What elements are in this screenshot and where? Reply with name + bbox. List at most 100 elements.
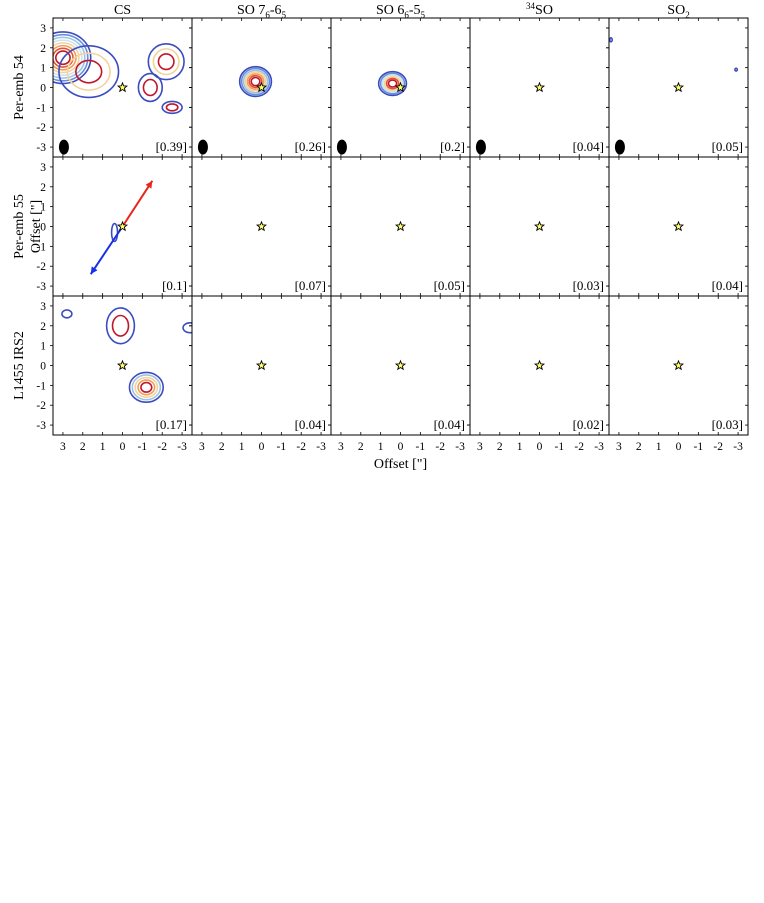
y-tick-label: 0: [40, 83, 46, 95]
contour-blob-4-level-0: [161, 100, 183, 115]
protostar-star-icon: [394, 220, 407, 232]
x-tick-label: -1: [416, 441, 426, 453]
row-title-1: Per-emb 55: [12, 194, 27, 259]
y-tick-label: 3: [40, 301, 46, 313]
x-tick-label: -3: [733, 441, 743, 453]
panel-r1-c1: [0.07]: [189, 156, 332, 297]
contour-blob-0-level-1: [240, 67, 271, 96]
contour-blob-1-level-1: [66, 52, 111, 91]
contour-blob-2-level-0: [147, 43, 185, 81]
x-tick-label: -2: [435, 441, 445, 453]
contour-blob-1-level-3: [137, 379, 156, 396]
contour-blob-0-level-1: [53, 33, 89, 82]
x-tick-label: 1: [239, 441, 245, 453]
peak-label: [0.1]: [162, 278, 187, 293]
peak-label: [0.39]: [156, 139, 187, 154]
protostar-star-icon: [255, 359, 268, 371]
x-tick-label: -1: [555, 441, 565, 453]
protostar-star-icon: [533, 81, 546, 93]
x-tick-label: 3: [60, 441, 66, 453]
protostar-star-icon: [255, 220, 268, 232]
x-tick-label: 2: [80, 441, 86, 453]
contour-blob-3-level-1: [142, 78, 158, 97]
protostar-star-icon: [116, 81, 129, 93]
contour-blob-0-level-6: [53, 47, 74, 68]
contour-blob-0-level-4: [53, 42, 80, 74]
contour-blob-0-level-0: [377, 70, 408, 97]
column-title-4: SO2: [667, 3, 689, 20]
x-tick-label: 2: [219, 441, 225, 453]
contour-blob-0-level-5: [387, 79, 398, 88]
y-tick-label: 2: [40, 182, 46, 194]
protostar-star-icon: [394, 359, 407, 371]
x-tick-label: -1: [277, 441, 287, 453]
x-tick-label: 0: [676, 441, 682, 453]
x-tick-label: -2: [157, 441, 167, 453]
contour-blob-1-level-4: [140, 381, 153, 393]
panel-r1-c0: [0.1] 3 2 1 0 -1 -2 -3: [36, 156, 193, 297]
peak-label: [0.2]: [440, 139, 465, 154]
contour-blob-0-level-3: [244, 71, 267, 92]
peak-label: [0.05]: [712, 139, 743, 154]
x-tick-label: 2: [636, 441, 642, 453]
contour-group: [61, 307, 192, 404]
panel-r0-c2: [0.2]: [328, 17, 471, 158]
contour-blob-0-level-1: [379, 72, 406, 95]
x-tick-label: 1: [378, 441, 384, 453]
panel-r0-c0: [0.39] 3 2 1 0 -1 -2 -3: [36, 17, 193, 158]
x-axis-label: Offset ["]: [374, 457, 427, 472]
x-tick-label: -1: [138, 441, 148, 453]
y-tick-label: -2: [36, 400, 46, 412]
y-tick-label: -2: [36, 122, 46, 134]
contour-blob-1-level-0: [734, 67, 739, 72]
contour-blob-0-level-2: [381, 74, 404, 93]
contour-blob-1-level-1: [131, 374, 162, 401]
peak-label: [0.03]: [712, 417, 743, 432]
x-tick-label: 3: [616, 441, 622, 453]
contour-blob-1-level-2: [75, 59, 103, 84]
outflow-blue-arrow: [89, 225, 124, 275]
y-tick-label: -3: [36, 281, 46, 293]
y-tick-label: 1: [40, 202, 46, 214]
y-axis-label: Offset ["]: [29, 200, 44, 253]
contour-group: [53, 31, 185, 115]
panel-r1-c3: [0.03]: [467, 156, 610, 297]
contour-blob-1-level-2: [134, 376, 159, 398]
contour-blob-0-level-7: [55, 50, 71, 66]
contour-blob-0-level-0: [238, 65, 273, 98]
y-tick-label: 2: [40, 321, 46, 333]
panel-r2-c4: [0.03] 3 2 1 0 -1 -2 -3: [606, 295, 749, 453]
y-tick-label: -2: [36, 261, 46, 273]
peak-label: [0.07]: [295, 278, 326, 293]
protostar-star-icon: [116, 220, 129, 232]
contour-blob-0-level-3: [53, 39, 83, 77]
y-tick-label: -3: [36, 420, 46, 432]
contour-blob-2-level-0: [61, 309, 73, 319]
x-tick-label: 1: [656, 441, 662, 453]
protostar-star-icon: [533, 359, 546, 371]
contour-blob-0-level-6: [250, 76, 261, 87]
protostar-star-icon: [533, 220, 546, 232]
protostar-star-icon: [672, 359, 685, 371]
protostar-star-icon: [394, 81, 407, 93]
outflow-red-arrowhead: [145, 180, 153, 189]
outflow-red-arrow: [121, 180, 154, 228]
contour-blob-2-level-1: [152, 48, 180, 76]
y-tick-label: 2: [40, 43, 46, 55]
contour-blob-0-level-1: [111, 314, 130, 337]
beam-ellipse: [197, 139, 208, 155]
contour-blob-2-level-2: [157, 53, 175, 71]
x-tick-label: 0: [120, 441, 126, 453]
panel-r2-c0: [0.17] 3 2 1 0 -1 -2 -3 3 2 1 0 -1 -2 -3: [36, 295, 193, 453]
x-tick-label: 3: [338, 441, 344, 453]
x-tick-label: -3: [177, 441, 187, 453]
contour-blob-1-level-0: [58, 45, 120, 99]
column-title-2: SO 66-55: [376, 3, 426, 20]
x-tick-label: 0: [259, 441, 265, 453]
x-tick-label: 3: [477, 441, 483, 453]
x-tick-label: 0: [537, 441, 543, 453]
x-tick-label: 1: [517, 441, 523, 453]
x-tick-label: -2: [574, 441, 584, 453]
x-tick-label: 2: [497, 441, 503, 453]
beam-ellipse: [475, 139, 486, 155]
